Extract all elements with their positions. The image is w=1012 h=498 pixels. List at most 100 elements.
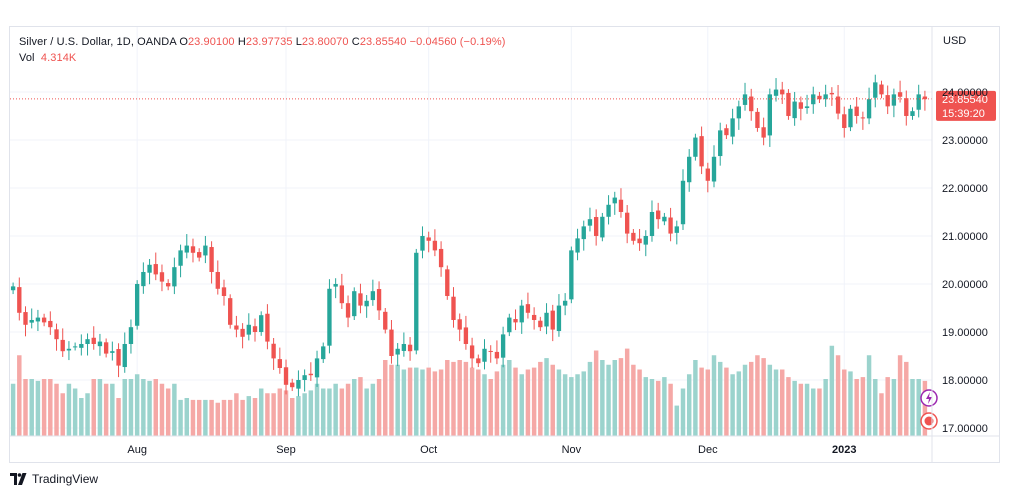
candle-body — [500, 334, 506, 358]
volume-bar — [916, 379, 921, 436]
volume-bar — [755, 355, 760, 436]
candle-body — [916, 94, 921, 110]
volume-bar — [85, 393, 90, 436]
volume-bar — [476, 369, 481, 436]
volume-bar — [891, 379, 897, 436]
volume-bar — [544, 358, 549, 436]
candle-body — [407, 344, 413, 352]
volume-bar — [227, 399, 233, 436]
volume-bar — [203, 399, 208, 436]
volume-bar — [668, 383, 673, 436]
candle-body — [879, 84, 884, 95]
volume-bar — [221, 399, 227, 436]
symbol-title[interactable]: Silver / U.S. Dollar, 1D, OANDA — [19, 36, 177, 48]
low-value: 23.80070 — [301, 36, 349, 48]
candle-body — [755, 111, 760, 128]
volume-bar — [23, 379, 28, 436]
candle-body — [575, 238, 580, 253]
volume-bar — [693, 360, 698, 436]
time-tick-label: Oct — [420, 444, 437, 456]
volume-bar — [389, 364, 394, 436]
candle-body — [215, 271, 220, 289]
volume-bar — [711, 355, 717, 436]
candle-body — [804, 106, 810, 109]
candle-body — [736, 106, 741, 119]
volume-bar — [525, 369, 531, 436]
candle-body — [457, 319, 462, 330]
price-tick-label: 18.00000 — [942, 375, 988, 387]
tradingview-logo[interactable]: TradingView — [10, 472, 98, 486]
candle-body — [910, 111, 915, 116]
overlays: 23.85540 15:39:20 — [10, 90, 996, 430]
candle-body — [389, 329, 394, 356]
high-value: 23.97735 — [245, 36, 293, 48]
candle-body — [866, 99, 872, 119]
volume-bar — [35, 380, 41, 436]
candle-body — [476, 358, 481, 364]
volume-bar — [277, 388, 283, 436]
volume-bar — [352, 379, 357, 436]
axes: 24.00000 23.00000 22.00000 21.00000 20.00000… — [10, 27, 1000, 463]
candle-body — [749, 96, 754, 112]
volume-bar — [879, 393, 884, 436]
volume-bar — [333, 383, 338, 436]
volume-bar — [17, 355, 22, 436]
volume-bar — [519, 374, 524, 436]
volume-bar — [904, 361, 909, 436]
volume-bar — [370, 383, 376, 436]
price-tick-label: 24.00000 — [942, 87, 988, 99]
volume-bar — [258, 388, 264, 436]
volume-bar — [569, 377, 574, 436]
candle-body — [383, 311, 388, 330]
candle-body — [711, 156, 717, 182]
candle-body — [321, 346, 326, 360]
candle-body — [643, 235, 648, 245]
candle-body — [17, 287, 22, 313]
volume-bar — [488, 379, 493, 436]
volume-bar — [655, 380, 661, 436]
candle-body — [352, 291, 357, 317]
volume-bar — [773, 369, 779, 436]
volume-bar — [780, 369, 785, 436]
candle-body — [842, 114, 847, 128]
volume-bar — [122, 379, 127, 436]
candle-body — [556, 305, 562, 332]
candle-body — [904, 98, 909, 116]
volume-label[interactable]: Vol — [19, 52, 35, 64]
volume-bar — [538, 361, 543, 436]
volume-bar — [873, 379, 878, 436]
candle-body — [141, 271, 146, 287]
volume-bar — [308, 390, 314, 436]
volume-bar — [910, 379, 915, 436]
volume-bar — [327, 388, 332, 436]
candle-body — [662, 216, 667, 222]
candle-body — [469, 345, 475, 359]
volume-bar — [240, 399, 245, 436]
price-tick-label: 20.00000 — [942, 279, 988, 291]
bar-countdown: 15:39:20 — [942, 108, 985, 120]
candle-body — [513, 319, 518, 323]
volume-bar — [593, 350, 599, 436]
tradingview-logo-icon — [10, 473, 27, 485]
candle-body — [780, 89, 785, 95]
volume-bar — [761, 358, 766, 436]
volume-bar — [420, 369, 425, 436]
volume-bar — [848, 371, 853, 436]
volume-bar — [414, 367, 419, 436]
candle-body — [165, 283, 171, 287]
candle-body — [420, 235, 425, 251]
candle-body — [203, 245, 208, 256]
volume-bar — [141, 379, 146, 436]
candle-body — [811, 94, 816, 105]
volume-bar — [624, 348, 630, 436]
low-label: L — [295, 36, 302, 48]
volume-bar — [10, 383, 16, 436]
volume-value: 4.314K — [40, 52, 77, 64]
candle-body — [680, 180, 686, 225]
candle-body — [35, 317, 41, 322]
volume-bar — [792, 380, 797, 436]
volume-bar — [296, 396, 301, 436]
candle-body — [488, 350, 493, 352]
candle-body — [854, 106, 859, 116]
